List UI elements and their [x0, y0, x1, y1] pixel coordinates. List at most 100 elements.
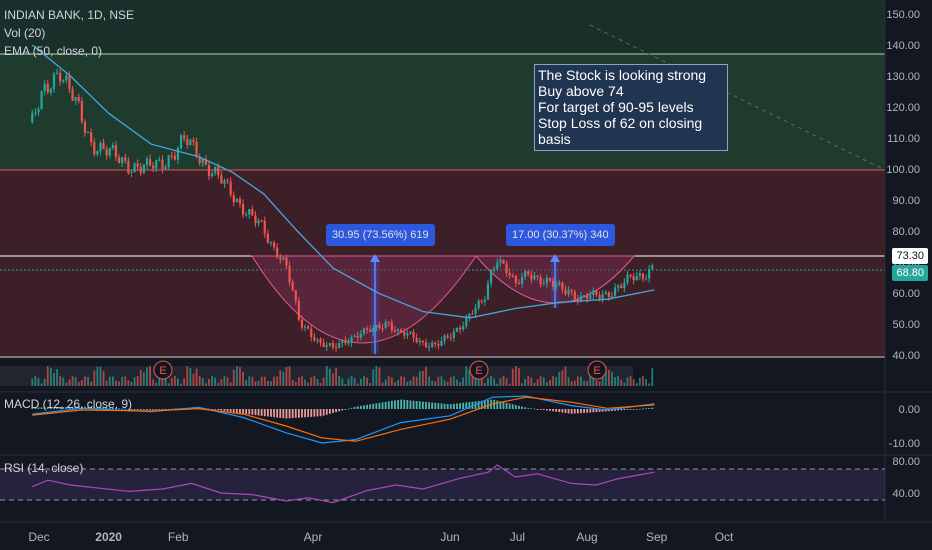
volume-bar	[325, 366, 328, 386]
macd-histogram-bar	[480, 400, 483, 409]
volume-bar	[384, 379, 387, 386]
macd-histogram-bar	[74, 406, 77, 409]
macd-histogram-bar	[496, 400, 499, 409]
candle-body	[139, 166, 142, 173]
macd-histogram-bar	[46, 407, 49, 409]
volume-bar	[341, 378, 344, 386]
volume-bar	[62, 377, 65, 386]
candle-body	[533, 275, 536, 280]
macd-histogram-bar	[127, 408, 130, 410]
candle-body	[524, 271, 527, 277]
macd-histogram-bar	[363, 405, 365, 409]
candle-body	[514, 275, 517, 283]
volume-bar	[369, 383, 372, 386]
macd-histogram-bar	[552, 409, 554, 412]
macd-histogram-bar	[567, 409, 570, 414]
rsi-tick-label: 80.00	[892, 456, 920, 468]
volume-bar	[43, 378, 46, 386]
volume-bar	[239, 367, 241, 386]
volume-bar	[452, 376, 455, 386]
candle-body	[158, 159, 161, 161]
macd-histogram-bar	[37, 407, 40, 409]
macd-histogram-bar	[142, 409, 145, 410]
time-tick-label: 2020	[95, 530, 122, 544]
macd-histogram-bar	[400, 399, 403, 409]
macd-histogram-bar	[452, 403, 455, 409]
macd-histogram-bar	[325, 409, 328, 415]
volume-bar	[263, 376, 266, 386]
volume-bar	[335, 368, 337, 386]
volume-bar	[257, 380, 260, 386]
volume-bar	[251, 376, 254, 386]
volume-bar	[533, 382, 536, 386]
candle-body	[288, 265, 291, 283]
volume-bar	[273, 376, 275, 386]
candle-body	[272, 242, 276, 248]
candle-body	[493, 268, 496, 271]
candle-body	[424, 342, 428, 348]
macd-histogram-bar	[276, 409, 279, 418]
macd-histogram-bar	[502, 402, 505, 409]
macd-histogram-bar	[533, 408, 536, 410]
candle-body	[34, 112, 37, 114]
volume-bar	[471, 372, 474, 386]
volume-bar	[189, 368, 192, 386]
rsi-line	[32, 464, 655, 504]
volume-bar	[359, 378, 362, 386]
volume-bar	[589, 376, 592, 386]
candle-body	[502, 259, 505, 264]
candle-body	[555, 284, 558, 287]
volume-bar	[276, 376, 279, 386]
candle-body	[93, 142, 96, 155]
candle-body	[285, 257, 288, 266]
candle-body	[282, 257, 285, 260]
volume-bar	[214, 377, 217, 386]
candle-body	[462, 326, 465, 330]
macd-histogram-bar	[511, 404, 514, 409]
candle-body	[458, 327, 462, 330]
candle-body	[477, 300, 480, 309]
measure-arrowhead-2	[550, 254, 560, 262]
volume-bar	[502, 376, 505, 386]
macd-histogram-bar	[68, 406, 71, 409]
candle-body	[313, 337, 316, 341]
candle-body	[604, 292, 607, 295]
earnings-markers: E E E	[153, 360, 607, 380]
macd-histogram-bar	[43, 407, 46, 409]
trade-note[interactable]: The Stock is looking strong Buy above 74…	[534, 64, 728, 151]
candles-group	[31, 68, 654, 352]
macd-histogram-bar	[412, 400, 415, 409]
candle-body	[369, 329, 372, 332]
volume-bar	[642, 376, 644, 386]
volume-bar	[173, 376, 176, 386]
macd-histogram-bar	[232, 409, 235, 413]
macd-histogram-bar	[632, 409, 635, 410]
macd-histogram-bar	[164, 409, 167, 410]
volume-bar	[183, 378, 186, 386]
macd-histogram-bar	[443, 403, 446, 409]
candle-body	[46, 83, 49, 93]
candle-body	[90, 132, 93, 143]
rsi-band	[0, 469, 885, 500]
candle-body	[310, 328, 313, 338]
candle-body	[269, 242, 273, 244]
volume-bar	[282, 371, 285, 386]
measure-label-1[interactable]: 30.95 (73.56%) 619	[326, 224, 435, 246]
candle-body	[232, 195, 235, 203]
macd-histogram-bar	[595, 409, 598, 413]
candle-body	[220, 175, 223, 184]
macd-histogram-bar	[648, 407, 651, 409]
candle-body	[179, 135, 183, 149]
volume-bar	[121, 376, 124, 386]
macd-histogram-bar	[211, 409, 213, 410]
macd-histogram-bar	[586, 409, 589, 413]
volume-bar	[328, 368, 331, 386]
macd-histogram-bar	[208, 408, 210, 410]
time-tick-label: Sep	[646, 530, 668, 544]
measure-label-2[interactable]: 17.00 (30.37%) 340	[506, 224, 615, 246]
volume-bar	[592, 376, 595, 386]
volume-bar	[242, 371, 244, 386]
time-tick-label: Jun	[440, 530, 459, 544]
volume-bar	[468, 369, 471, 386]
time-tick-label: Apr	[304, 530, 323, 544]
